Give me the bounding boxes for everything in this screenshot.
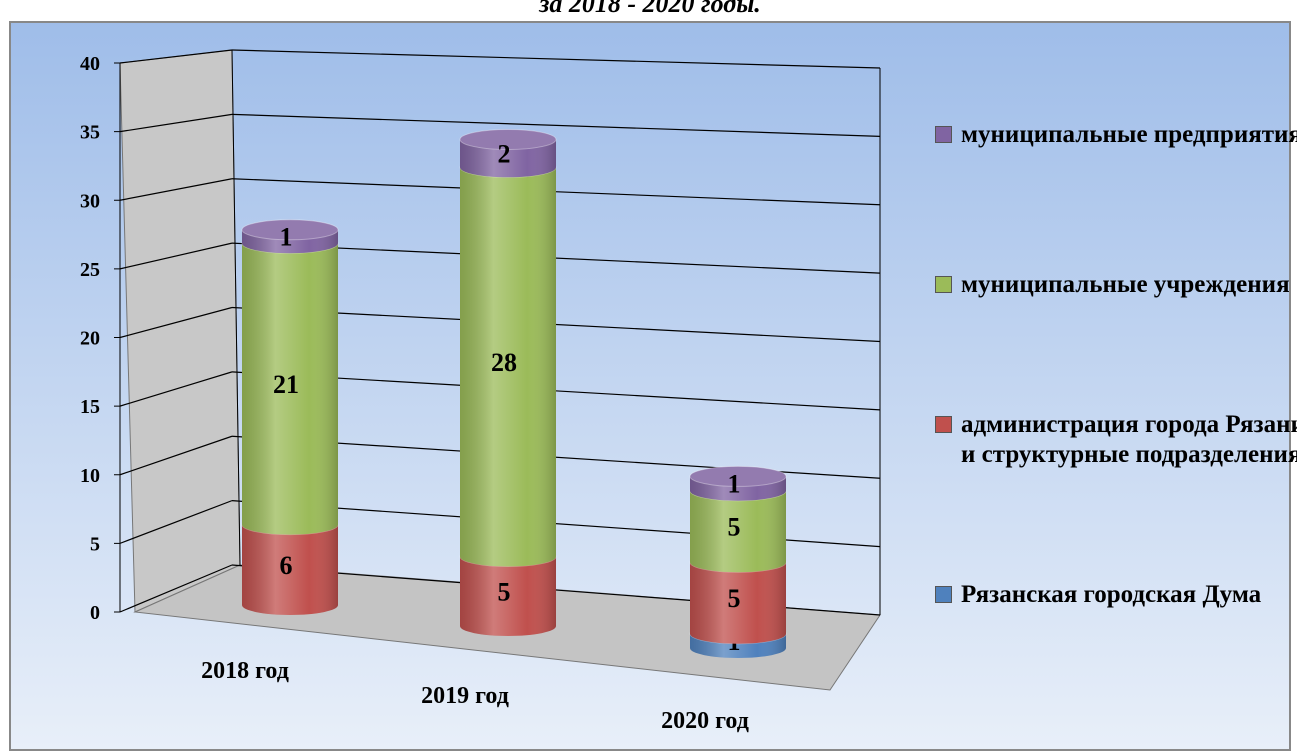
y-tick-label: 40 [80, 53, 100, 75]
grid-line [231, 113, 881, 137]
segment-top-light [242, 219, 338, 240]
legend-entry: муниципальные учреждения [935, 270, 1297, 300]
y-tick-label: 10 [80, 465, 100, 487]
segment-shade [460, 167, 556, 567]
grid-line [119, 500, 233, 544]
data-label: 1 [728, 470, 741, 499]
back-wall-edge [231, 49, 241, 566]
grid-line [119, 113, 233, 133]
segment-shade [242, 524, 338, 615]
segment-shade [242, 243, 338, 535]
segment-shade [690, 490, 786, 573]
data-label: 5 [498, 577, 511, 606]
y-tick-label: 15 [80, 396, 100, 418]
legend-swatch [935, 586, 952, 603]
x-tick-label: 2018 год [201, 658, 289, 684]
y-tick-label: 0 [90, 602, 100, 624]
segment-top-light [460, 129, 556, 150]
legend-swatch [935, 416, 952, 433]
y-tick-label: 20 [80, 328, 100, 350]
y-tick-label: 35 [80, 122, 100, 144]
legend-label: муниципальные предприятия [961, 121, 1297, 148]
cylinder-segment [459, 129, 557, 178]
cylinder-segment [459, 156, 557, 567]
y-tick-label: 25 [80, 259, 100, 281]
grid-line [231, 49, 881, 69]
chart-title: за 2018 - 2020 годы. [538, 0, 761, 18]
data-label: 6 [280, 551, 293, 580]
data-label: 2 [498, 139, 511, 168]
data-label: 21 [273, 370, 299, 399]
legend-swatch [935, 276, 952, 293]
grid-line [119, 242, 233, 270]
y-tick-label: 5 [90, 533, 100, 555]
segment-top [459, 129, 557, 150]
grid-line [119, 49, 233, 64]
legend-swatch [935, 126, 952, 143]
grid-line [119, 178, 233, 201]
legend-entry: администрация города Рязани и структурны… [935, 410, 1297, 470]
data-label: 5 [728, 512, 741, 541]
data-label: 5 [728, 584, 741, 613]
segment-top [241, 219, 339, 241]
cylinder-segment [689, 465, 787, 501]
x-tick-label: 2019 год [421, 683, 509, 709]
segment-top [689, 465, 787, 487]
segment-shade [460, 556, 556, 636]
side-wall [119, 49, 241, 613]
grid-line [119, 371, 233, 407]
y-tick-label: 30 [80, 190, 100, 212]
segment-shade [460, 139, 556, 178]
legend-entry: муниципальные предприятия [935, 120, 1297, 150]
legend-label: администрация города Рязани и структурны… [961, 411, 1297, 468]
segment-shade [690, 562, 786, 644]
grid-line [119, 435, 233, 476]
cylinder-segment [241, 232, 339, 535]
data-label: 28 [491, 348, 517, 377]
cylinder-segment [241, 219, 339, 254]
legend-label: муниципальные учреждения [961, 271, 1290, 298]
x-tick-label: 2020 год [661, 708, 749, 734]
grid-line [119, 564, 233, 613]
segment-top-light [690, 466, 786, 487]
grid-line [119, 306, 233, 339]
legend-label: Рязанская городская Дума [961, 581, 1262, 608]
legend-entry: Рязанская городская Дума [935, 580, 1297, 610]
data-label: 1 [280, 223, 293, 252]
